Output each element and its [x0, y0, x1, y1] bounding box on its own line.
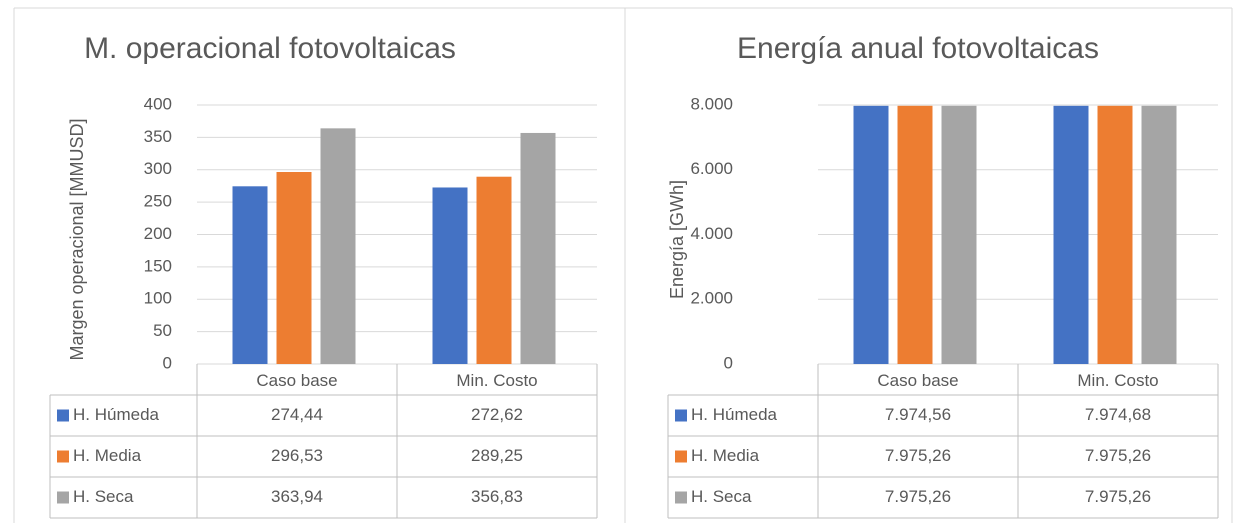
y-tick-label: 4.000 — [690, 224, 733, 243]
bar — [432, 187, 468, 364]
table-value: 289,25 — [471, 446, 523, 465]
y-tick-label: 8.000 — [690, 94, 733, 113]
y-tick-label: 150 — [144, 256, 172, 275]
bar — [941, 105, 977, 364]
x-tick-label: Min. Costo — [456, 371, 537, 390]
y-tick-label: 400 — [144, 94, 172, 113]
y-tick-label: 50 — [153, 321, 172, 340]
table-value: 296,53 — [271, 446, 323, 465]
x-tick-label: Caso base — [256, 371, 337, 390]
y-tick-label: 200 — [144, 224, 172, 243]
table-value: 274,44 — [271, 405, 323, 424]
legend-swatch — [57, 491, 69, 504]
y-tick-label: 2.000 — [690, 289, 733, 308]
table-value: 7.975,26 — [885, 446, 951, 465]
table-value: 272,62 — [471, 405, 523, 424]
table-value: 7.974,68 — [1085, 405, 1151, 424]
chart-title: Energía anual fotovoltaicas — [737, 32, 1099, 65]
bar — [897, 105, 933, 364]
y-tick-label: 0 — [163, 353, 172, 372]
bar — [476, 176, 512, 364]
y-axis-title: Margen operacional [MMUSD] — [67, 118, 87, 360]
y-tick-label: 300 — [144, 159, 172, 178]
y-tick-label: 0 — [724, 353, 733, 372]
bar — [276, 171, 312, 364]
legend-swatch — [675, 450, 687, 463]
chart-title: M. operacional fotovoltaicas — [84, 32, 456, 65]
legend-swatch — [675, 491, 687, 504]
table-value: 363,94 — [271, 487, 323, 506]
y-tick-label: 100 — [144, 289, 172, 308]
legend-label: H. Húmeda — [691, 405, 778, 424]
bar — [1053, 105, 1089, 364]
y-tick-label: 250 — [144, 192, 172, 211]
bar — [320, 128, 356, 364]
bar — [520, 132, 556, 364]
y-tick-label: 6.000 — [690, 159, 733, 178]
bar — [1097, 105, 1133, 364]
bar — [853, 105, 889, 365]
y-tick-label: 350 — [144, 127, 172, 146]
legend-swatch — [57, 409, 69, 422]
table-value: 7.975,26 — [885, 487, 951, 506]
bar — [232, 186, 268, 364]
legend-label: H. Seca — [73, 487, 134, 506]
legend-label: H. Seca — [691, 487, 752, 506]
legend-swatch — [675, 409, 687, 422]
bar — [1141, 105, 1177, 364]
table-value: 7.975,26 — [1085, 487, 1151, 506]
table-value: 7.975,26 — [1085, 446, 1151, 465]
legend-label: H. Media — [691, 446, 760, 465]
x-tick-label: Caso base — [877, 371, 958, 390]
y-axis-title: Energía [GWh] — [667, 180, 687, 299]
legend-label: H. Húmeda — [73, 405, 160, 424]
legend-label: H. Media — [73, 446, 142, 465]
legend-swatch — [57, 450, 69, 463]
table-value: 356,83 — [471, 487, 523, 506]
table-value: 7.974,56 — [885, 405, 951, 424]
x-tick-label: Min. Costo — [1077, 371, 1158, 390]
